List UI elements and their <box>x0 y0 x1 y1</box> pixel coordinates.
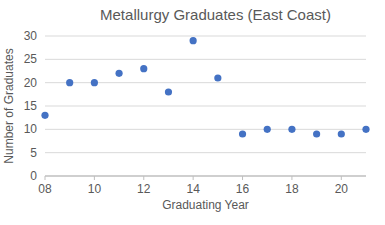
x-tick-label: 18 <box>285 182 299 196</box>
point <box>41 112 48 119</box>
point <box>288 126 295 133</box>
grid-line <box>45 129 366 130</box>
point <box>239 130 246 137</box>
y-tick-label: 15 <box>24 99 38 113</box>
grid-line <box>45 106 366 107</box>
x-tick-label: 20 <box>335 182 349 196</box>
x-tick-label: 16 <box>236 182 250 196</box>
point <box>165 88 172 95</box>
point <box>214 74 221 81</box>
grid-line <box>45 59 366 60</box>
y-tick-label: 25 <box>24 52 38 66</box>
x-axis <box>45 176 366 177</box>
point <box>264 126 271 133</box>
y-tick-label: 0 <box>30 169 37 183</box>
point <box>115 70 122 77</box>
x-tick-label: 10 <box>88 182 102 196</box>
point <box>190 37 197 44</box>
y-tick-label: 30 <box>24 29 38 43</box>
x-tick-label: 08 <box>38 182 52 196</box>
x-tick <box>341 176 342 180</box>
grid-line <box>45 176 366 177</box>
x-tick <box>143 176 144 180</box>
x-tick <box>291 176 292 180</box>
x-tick-label: 12 <box>137 182 151 196</box>
x-tick <box>193 176 194 180</box>
point <box>338 130 345 137</box>
chart: Metallurgy Graduates (East Coast) 0 5 10 15 2… <box>0 0 385 225</box>
grid-line <box>45 36 366 37</box>
y-tick-label: 5 <box>30 146 37 160</box>
points <box>41 37 369 138</box>
y-tick-label: 10 <box>24 122 38 136</box>
x-tick <box>45 176 46 180</box>
grid-line <box>45 152 366 153</box>
y-axis-title: Number of Graduates <box>2 48 16 163</box>
point <box>66 79 73 86</box>
title: Metallurgy Graduates (East Coast) <box>100 6 331 23</box>
y-tick-label: 20 <box>24 76 38 90</box>
x-axis-title: Graduating Year <box>162 198 249 212</box>
point <box>362 126 369 133</box>
point <box>313 130 320 137</box>
point <box>140 65 147 72</box>
x-tick-label: 14 <box>186 182 200 196</box>
x-tick <box>94 176 95 180</box>
point <box>91 79 98 86</box>
x-tick <box>242 176 243 180</box>
